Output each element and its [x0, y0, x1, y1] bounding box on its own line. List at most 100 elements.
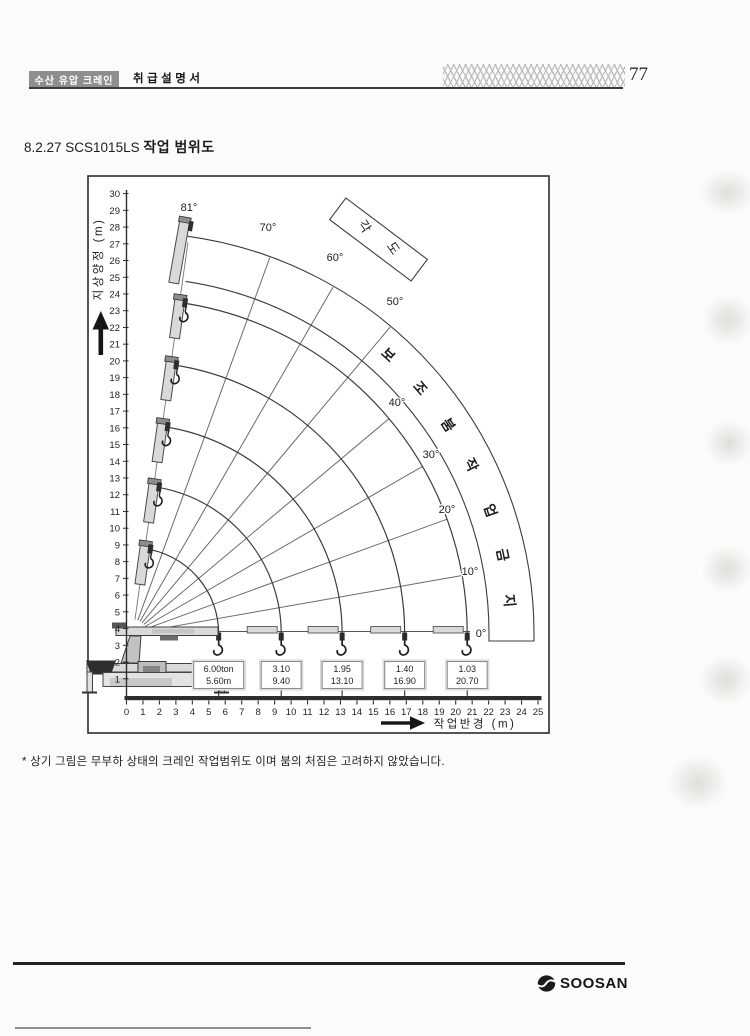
y-tick-label: 15 [109, 440, 120, 451]
load-box-capacity: 3.10 [272, 664, 290, 674]
boom-tip-bar [307, 626, 339, 634]
y-tick-label: 1 [115, 674, 120, 685]
hook [461, 640, 472, 656]
boom-head [134, 539, 155, 586]
load-box [321, 660, 363, 690]
x-tick-label: 10 [286, 707, 297, 718]
y-tick-label: 25 [109, 273, 120, 284]
y-tick-label: 26 [109, 256, 120, 267]
boom-head-part [178, 215, 192, 224]
boom-head-part [167, 430, 170, 437]
load-box [260, 660, 302, 690]
load-box-capacity: 1.03 [458, 664, 476, 674]
hook [212, 640, 224, 656]
scan-artifact [703, 295, 750, 345]
x-axis-arrow-head [410, 716, 425, 730]
y-axis-arrow-shaft [98, 327, 104, 355]
x-axis-title: 작업반경 (m) [434, 717, 517, 731]
header-hatch-pattern [443, 64, 625, 89]
y-tick-label: 6 [115, 591, 120, 602]
x-tick-label: 25 [533, 707, 544, 718]
x-tick-label: 13 [335, 707, 346, 718]
y-tick-label: 17 [109, 407, 120, 418]
x-tick-label: 20 [450, 707, 461, 718]
y-tick-label: 21 [109, 340, 120, 351]
y-tick-label: 8 [115, 557, 120, 568]
scan-artifact [700, 170, 750, 215]
scan-artifact [705, 420, 750, 466]
band-label-char: 금 [494, 547, 512, 563]
crane-truck-part [152, 629, 194, 634]
load-box [384, 660, 426, 690]
load-box [193, 660, 245, 690]
boom-head [160, 355, 180, 402]
angle-line [143, 418, 390, 625]
boom-head-part [161, 435, 172, 447]
y-tick-label: 11 [110, 507, 120, 518]
angle-line [146, 574, 463, 632]
angle-line [145, 518, 448, 630]
extension-arc [170, 363, 406, 634]
hook [336, 640, 347, 656]
crane-truck-part [110, 678, 172, 686]
x-tick-label: 21 [467, 707, 478, 718]
extension-arc [162, 425, 343, 634]
load-box-capacity: 1.95 [333, 664, 351, 674]
boom-head-part [158, 490, 161, 497]
x-tick-label: 24 [516, 707, 527, 718]
angle-tick-label: 40° [389, 397, 406, 409]
crane-truck-part [143, 666, 160, 677]
boom-head-part [164, 421, 171, 432]
y-tick-label: 24 [109, 289, 120, 300]
page-header: 수산 유압 크레인 취급설명서 77 [0, 63, 750, 89]
scan-artifact [700, 655, 750, 705]
scan-edge-line [15, 1027, 311, 1029]
x-tick-label: 23 [500, 707, 511, 718]
load-box [446, 660, 488, 690]
x-axis-arrow-shaft [381, 721, 413, 725]
y-tick-label: 27 [109, 239, 120, 250]
soosan-logo-text: SOOSAN [560, 975, 629, 992]
x-tick-label: 16 [385, 707, 396, 718]
y-tick-label: 28 [109, 223, 120, 234]
boom-head-part [144, 557, 155, 569]
soosan-logo-icon [537, 975, 556, 992]
boom-head-part [170, 373, 180, 385]
y-tick-label: 3 [115, 641, 120, 652]
y-tick-label: 18 [109, 390, 120, 401]
y-axis-arrow-head [92, 311, 109, 330]
y-tick-label: 5 [115, 607, 120, 618]
angle-tick-label: 0° [476, 628, 487, 640]
header-badge: 수산 유압 크레인 [29, 71, 119, 88]
x-tick-label: 12 [319, 707, 330, 718]
header-manual-title: 취급설명서 [133, 73, 204, 85]
y-tick-label: 13 [109, 474, 120, 485]
boom-head-part [181, 297, 189, 308]
angle-tick-label: 50° [387, 296, 404, 308]
footer-rule [13, 962, 625, 965]
x-tick-label: 6 [223, 707, 228, 718]
angle-tick-label: 60° [327, 252, 344, 264]
x-tick-label: 1 [140, 707, 145, 718]
boom-head-part [147, 544, 154, 554]
section-title-bold: 작업 범위도 [143, 139, 215, 155]
band-label-char: 지 [501, 593, 518, 607]
y-tick-label: 29 [109, 206, 120, 217]
angle-tick-label: 20° [439, 504, 456, 516]
angle-line [144, 465, 423, 627]
x-tick-label: 5 [206, 707, 211, 718]
x-tick-label: 22 [483, 707, 494, 718]
hook-block [278, 632, 284, 641]
y-tick-label: 7 [115, 574, 120, 585]
footnote: * 상기 그림은 무부하 상태의 크레인 작업범위도 이며 붐의 처짐은 고려하… [22, 756, 445, 768]
hook [398, 640, 410, 656]
header-rule [29, 87, 623, 89]
x-tick-label: 14 [352, 707, 363, 718]
footer-logo: SOOSAN [537, 974, 628, 993]
angle-line [139, 286, 334, 622]
load-box-radius: 16.90 [393, 676, 416, 686]
load-box-radius: 9.40 [272, 676, 290, 686]
boom-head [168, 293, 189, 340]
angle-line [137, 257, 271, 621]
